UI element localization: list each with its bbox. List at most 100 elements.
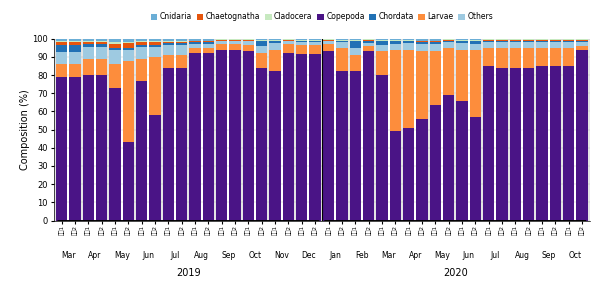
Bar: [243, 45, 254, 52]
Bar: [269, 39, 281, 40]
Bar: [109, 64, 120, 88]
Bar: [376, 52, 387, 75]
Bar: [510, 41, 521, 42]
Bar: [470, 50, 481, 117]
Bar: [203, 42, 214, 44]
Bar: [309, 42, 321, 45]
Bar: [243, 40, 254, 41]
Bar: [109, 50, 120, 64]
Bar: [510, 48, 521, 68]
Bar: [150, 41, 161, 42]
Bar: [176, 68, 187, 221]
Bar: [403, 128, 414, 221]
Bar: [123, 43, 134, 48]
Bar: [483, 66, 494, 221]
Bar: [283, 41, 294, 44]
Text: Oct: Oct: [569, 251, 582, 260]
Bar: [363, 40, 374, 41]
Bar: [390, 44, 401, 50]
Bar: [109, 88, 120, 221]
Bar: [243, 52, 254, 221]
Bar: [96, 44, 107, 47]
Bar: [56, 39, 67, 41]
Bar: [376, 41, 387, 45]
Bar: [176, 45, 187, 55]
Bar: [203, 48, 214, 53]
Bar: [336, 40, 347, 41]
Bar: [576, 42, 588, 46]
Bar: [123, 42, 134, 43]
Bar: [550, 41, 561, 42]
Bar: [483, 40, 494, 41]
Bar: [443, 39, 454, 40]
Bar: [176, 41, 187, 42]
Bar: [56, 45, 67, 52]
Bar: [536, 42, 548, 48]
Text: 2019: 2019: [176, 268, 201, 278]
Text: Aug: Aug: [514, 251, 529, 260]
Bar: [69, 45, 80, 52]
Bar: [349, 39, 361, 40]
Bar: [269, 41, 281, 43]
Text: Oct: Oct: [249, 251, 262, 260]
Text: May: May: [434, 251, 450, 260]
Bar: [136, 59, 147, 80]
Bar: [150, 47, 161, 57]
Bar: [457, 39, 468, 40]
Bar: [457, 41, 468, 43]
Bar: [163, 45, 174, 55]
Bar: [83, 39, 94, 41]
Bar: [56, 64, 67, 77]
Bar: [256, 40, 268, 41]
Bar: [229, 40, 241, 41]
Bar: [309, 40, 321, 41]
Bar: [190, 41, 201, 42]
Bar: [269, 40, 281, 41]
Bar: [216, 50, 228, 221]
Text: Jan: Jan: [329, 251, 341, 260]
Text: Mar: Mar: [381, 251, 396, 260]
Bar: [403, 43, 414, 50]
Bar: [150, 57, 161, 115]
Bar: [523, 48, 535, 68]
Bar: [336, 42, 347, 48]
Bar: [136, 47, 147, 59]
Bar: [150, 39, 161, 41]
Bar: [56, 52, 67, 64]
Bar: [176, 43, 187, 45]
Bar: [496, 41, 508, 42]
Text: Dec: Dec: [301, 251, 316, 260]
Bar: [323, 52, 334, 221]
Bar: [523, 68, 535, 221]
Bar: [550, 40, 561, 41]
Bar: [296, 45, 308, 54]
Bar: [229, 41, 241, 44]
Bar: [349, 48, 361, 55]
Bar: [323, 44, 334, 52]
Bar: [349, 40, 361, 41]
Bar: [416, 39, 427, 41]
Bar: [390, 131, 401, 221]
Text: May: May: [114, 251, 129, 260]
Text: Jun: Jun: [142, 251, 154, 260]
Bar: [470, 40, 481, 41]
Bar: [470, 39, 481, 40]
Bar: [443, 42, 454, 48]
Text: Feb: Feb: [355, 251, 368, 260]
Bar: [309, 45, 321, 54]
Bar: [457, 100, 468, 221]
Bar: [349, 41, 361, 48]
Bar: [256, 39, 268, 40]
Bar: [229, 44, 241, 50]
Bar: [403, 50, 414, 128]
Bar: [69, 41, 80, 42]
Text: Mar: Mar: [61, 251, 76, 260]
Bar: [163, 55, 174, 68]
Bar: [123, 142, 134, 221]
Bar: [376, 75, 387, 221]
Bar: [443, 48, 454, 95]
Bar: [576, 40, 588, 41]
Bar: [123, 48, 134, 50]
Bar: [83, 47, 94, 59]
Bar: [576, 39, 588, 40]
